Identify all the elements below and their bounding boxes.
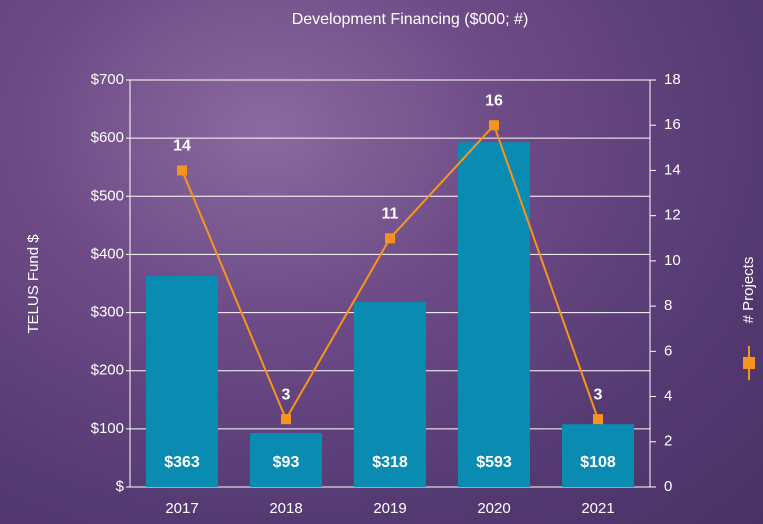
bar-value-label: $318 (372, 454, 408, 471)
y2-tick-label: 12 (664, 207, 681, 224)
x-tick-label: 2019 (373, 500, 406, 517)
y2-tick-label: 16 (664, 116, 681, 133)
y2-tick-label: 4 (664, 388, 672, 405)
bar (146, 275, 218, 487)
y2-tick-label: 14 (664, 161, 681, 178)
bar-value-label: $593 (476, 454, 512, 471)
y-tick-label: $100 (91, 420, 124, 437)
line-marker (281, 414, 291, 425)
bar-value-label: $108 (580, 454, 616, 471)
line-value-label: 3 (594, 386, 603, 403)
chart-title: Development Financing ($000; #) (292, 11, 529, 28)
y-tick-label: $700 (91, 71, 124, 88)
line-marker (489, 120, 499, 131)
line-marker (593, 414, 603, 425)
y-axis-label: TELUS Fund $ (25, 234, 42, 334)
x-tick-label: 2018 (269, 500, 302, 517)
y2-tick-label: 8 (664, 297, 672, 314)
bar (354, 302, 426, 487)
y-tick-label: $ (116, 478, 125, 495)
bar (562, 424, 634, 487)
x-tick-label: 2017 (165, 500, 198, 517)
legend-marker (743, 357, 755, 369)
bar-value-label: $93 (273, 454, 300, 471)
y2-tick-label: 6 (664, 342, 672, 359)
y2-tick-label: 2 (664, 433, 672, 450)
bar (250, 432, 322, 487)
x-tick-label: 2021 (581, 500, 614, 517)
y-tick-label: $400 (91, 245, 124, 262)
y-tick-label: $500 (91, 187, 124, 204)
bar (458, 142, 530, 487)
line-value-label: 14 (173, 138, 191, 155)
y2-tick-label: 0 (664, 478, 672, 495)
x-tick-label: 2020 (477, 500, 510, 517)
line-value-label: 3 (282, 386, 291, 403)
y-tick-label: $600 (91, 129, 124, 146)
y-tick-label: $200 (91, 362, 124, 379)
y2-tick-label: 10 (664, 252, 681, 269)
line-marker (385, 233, 395, 244)
legend-label: # Projects (740, 257, 757, 324)
y2-tick-label: 18 (664, 71, 681, 88)
y-tick-label: $300 (91, 304, 124, 321)
line-value-label: 16 (485, 92, 503, 109)
bar-value-label: $363 (164, 454, 200, 471)
line-marker (177, 165, 187, 176)
line-value-label: 11 (382, 205, 399, 222)
